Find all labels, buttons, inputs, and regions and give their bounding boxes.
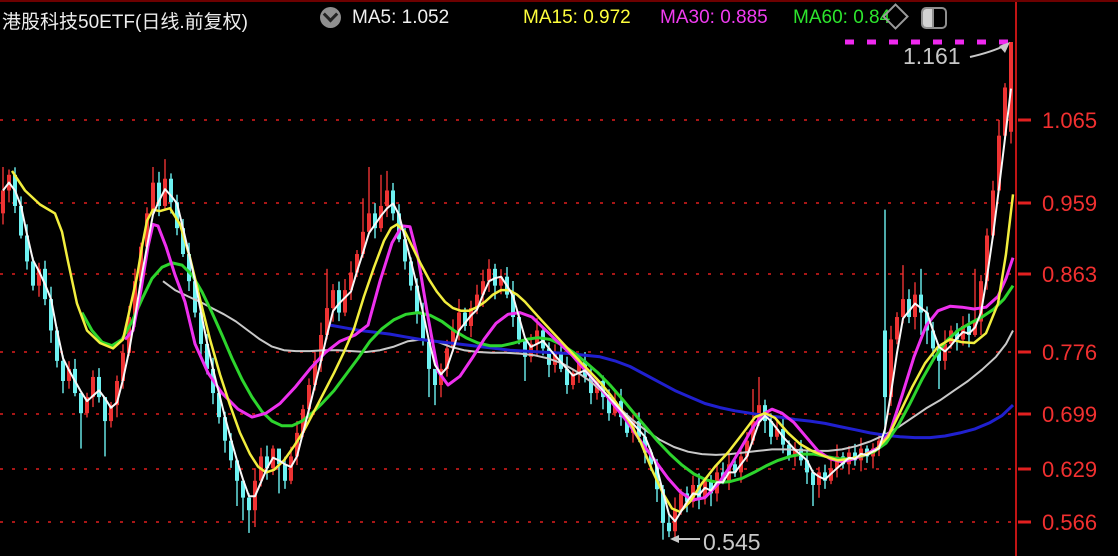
split-panel-icon[interactable]: [921, 7, 947, 29]
ma-line-ma30: [123, 222, 1015, 502]
ma60-label: MA60:: [793, 7, 848, 28]
ma-line-ma5: [2, 88, 1012, 523]
ma15-value: 0.972: [583, 7, 631, 28]
axis-price-label: 0.863: [1042, 262, 1097, 287]
ma-line-ma120: [162, 280, 1014, 456]
moving-average-lines: [2, 88, 1015, 523]
ma60-legend: MA60: 0.84: [793, 7, 890, 29]
ma-line-ma250: [329, 323, 1015, 440]
axis-price-label: 0.629: [1042, 457, 1097, 482]
axis-price-label: 0.699: [1042, 402, 1097, 427]
ma60-value: 0.84: [853, 7, 891, 28]
ma15-label: MA15:: [523, 7, 578, 28]
ma30-legend: MA30: 0.885: [660, 7, 768, 29]
price-annotations: 1.161 0.545: [670, 42, 1010, 555]
ma30-value: 0.885: [720, 7, 768, 28]
instrument-title[interactable]: 港股科技50ETF(日线.前复权): [2, 12, 248, 33]
chart-header: 港股科技50ETF(日线.前复权) MA5: 1.052 MA15: 0.972…: [0, 3, 1118, 34]
ma5-legend: MA5: 1.052: [352, 7, 449, 29]
axis-price-label: 0.776: [1042, 340, 1097, 365]
axis-price-label: 0.959: [1042, 191, 1097, 216]
ma5-value: 1.052: [401, 7, 450, 28]
highest-price-annotation: 1.161: [903, 43, 961, 69]
axis-price-label: 0.566: [1042, 510, 1097, 535]
lowest-price-annotation: 0.545: [703, 529, 761, 555]
ma15-legend: MA15: 0.972: [523, 7, 631, 29]
ma5-label: MA5:: [352, 7, 397, 28]
ma-line-ma15: [10, 170, 1015, 514]
axis-price-label: 1.065: [1042, 108, 1097, 133]
chevron-down-icon[interactable]: [320, 7, 341, 28]
ma30-label: MA30:: [660, 7, 715, 28]
